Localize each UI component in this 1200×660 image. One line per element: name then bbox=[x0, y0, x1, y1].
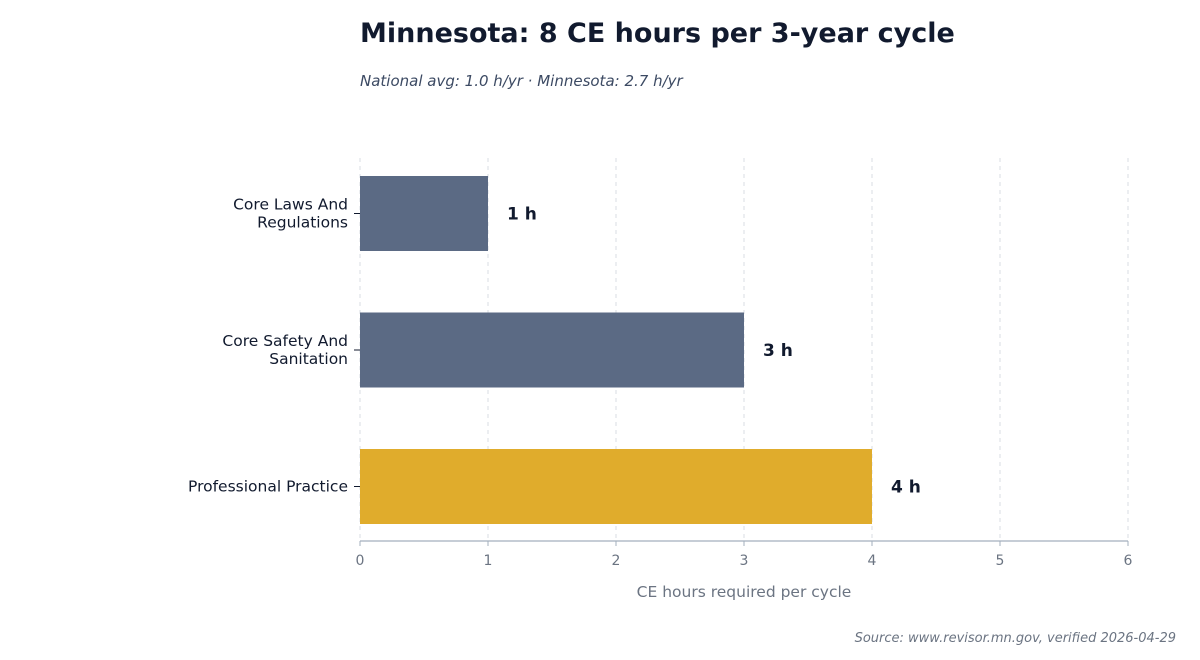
value-label: 4 h bbox=[891, 478, 921, 498]
category-label: Core Laws And Regulations bbox=[233, 196, 348, 232]
chart-title: Minnesota: 8 CE hours per 3-year cycle bbox=[360, 18, 955, 49]
x-axis: 0 1 2 3 4 5 6 CE hours required per cycle bbox=[354, 213, 1133, 601]
x-tick-label: 1 bbox=[484, 553, 493, 569]
category-label-line: Core Laws And bbox=[233, 196, 348, 214]
x-tick-label: 0 bbox=[356, 553, 365, 569]
bars bbox=[360, 176, 872, 524]
category-label-line: Regulations bbox=[257, 214, 348, 232]
source-note: Source: www.revisor.mn.gov, verified 202… bbox=[854, 631, 1176, 646]
category-label: Professional Practice bbox=[188, 478, 348, 496]
bar-chart: 0 1 2 3 4 5 6 CE hours required per cycle Core … bbox=[188, 158, 1133, 601]
x-axis-title: CE hours required per cycle bbox=[637, 583, 852, 601]
category-label-line: Core Safety And bbox=[222, 332, 348, 350]
x-tick-label: 3 bbox=[740, 553, 749, 569]
x-tick-label: 2 bbox=[612, 553, 621, 569]
labels: Core Laws And Regulations 1 h Core Safety A… bbox=[188, 196, 921, 498]
category-label-line: Sanitation bbox=[269, 350, 348, 368]
value-label: 1 h bbox=[507, 205, 537, 225]
value-label: 3 h bbox=[763, 341, 793, 361]
x-tick-label: 6 bbox=[1124, 553, 1133, 569]
bar bbox=[360, 312, 744, 388]
x-tick-label: 5 bbox=[996, 553, 1005, 569]
category-label-line: Professional Practice bbox=[188, 478, 348, 496]
x-tick-label: 4 bbox=[868, 553, 877, 569]
bar bbox=[360, 176, 488, 251]
category-label: Core Safety And Sanitation bbox=[222, 332, 348, 368]
bar bbox=[360, 449, 872, 524]
chart-subtitle: National avg: 1.0 h/yr · Minnesota: 2.7 … bbox=[360, 72, 683, 90]
